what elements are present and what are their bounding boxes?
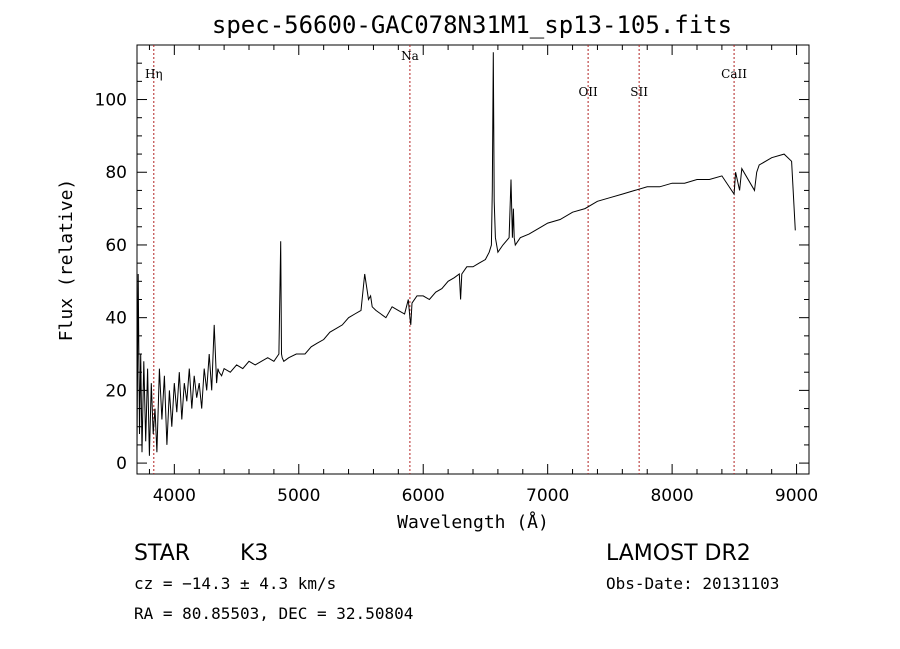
x-tick-label: 5000 xyxy=(277,486,320,506)
reference-line-label: OII xyxy=(578,85,598,99)
x-tick-label: 6000 xyxy=(402,486,445,506)
y-tick-label: 40 xyxy=(105,309,127,329)
axis-ticks: 4000 5000 6000 7000 8000 9000 0 20 40 60 80 100 xyxy=(95,45,818,506)
x-tick-label: 4000 xyxy=(153,486,196,506)
y-axis-label: Flux (relative) xyxy=(56,179,77,342)
plot-area: Hη Na OII SII CaII 4000 5000 6000 7000 8000 9000 0… xyxy=(95,44,818,506)
reference-line-label: SII xyxy=(630,85,648,99)
reference-line-label: CaII xyxy=(721,67,747,81)
y-tick-label: 0 xyxy=(116,454,127,474)
redshift-value: cz = −14.3 ± 4.3 km/s xyxy=(134,574,336,593)
info-panel: STAR K3 LAMOST DR2 cz = −14.3 ± 4.3 km/s… xyxy=(134,541,779,623)
reference-line-label: Na xyxy=(401,49,419,63)
x-axis-label: Wavelength (Å) xyxy=(397,511,549,533)
reference-lines: Hη Na OII SII CaII xyxy=(145,45,747,474)
y-tick-label: 100 xyxy=(95,91,127,111)
observation-date: Obs-Date: 20131103 xyxy=(606,574,779,593)
y-tick-label: 80 xyxy=(105,163,127,183)
plot-frame xyxy=(136,44,810,475)
x-tick-label: 7000 xyxy=(526,486,569,506)
x-tick-label: 8000 xyxy=(650,486,693,506)
survey-name: LAMOST DR2 xyxy=(606,541,751,566)
coordinates: RA = 80.85503, DEC = 32.50804 xyxy=(134,604,413,623)
y-tick-label: 60 xyxy=(105,236,127,256)
object-class: STAR xyxy=(134,541,190,566)
reference-line-label: Hη xyxy=(145,67,163,81)
y-tick-label: 20 xyxy=(105,381,127,401)
spectral-subclass: K3 xyxy=(240,541,268,566)
spectrum-line xyxy=(136,52,796,456)
x-tick-label: 9000 xyxy=(775,486,818,506)
chart-title: spec-56600-GAC078N31M1_sp13-105.fits xyxy=(212,11,732,39)
